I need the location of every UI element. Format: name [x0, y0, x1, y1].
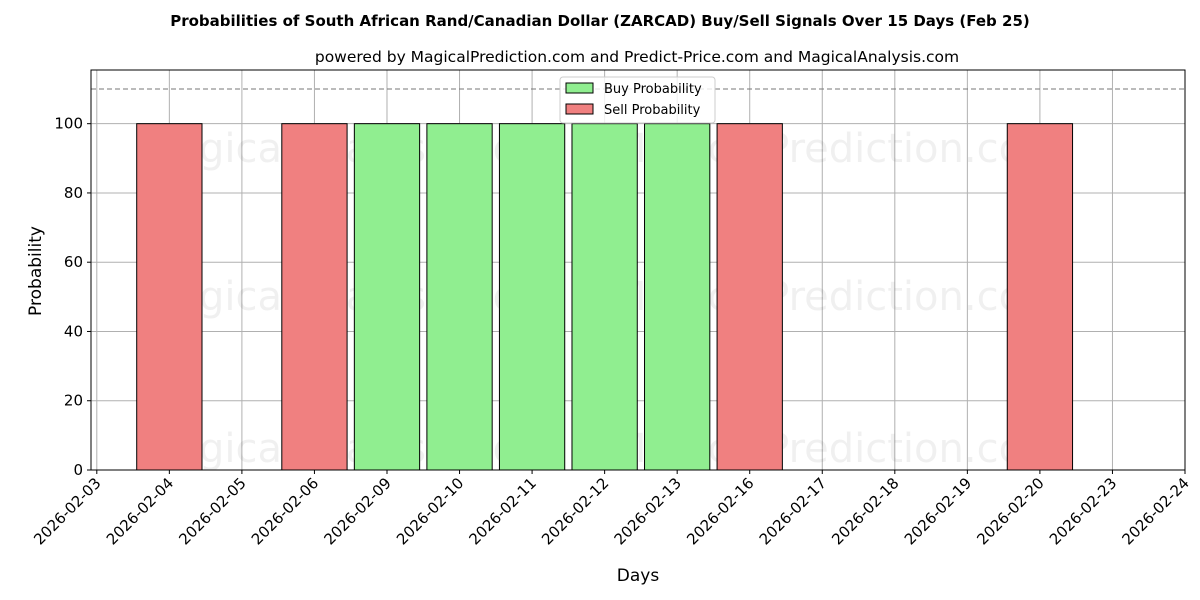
x-tick-label: 2026-02-03 — [30, 474, 104, 548]
y-tick-label: 60 — [64, 253, 83, 271]
x-tick-label: 2026-02-13 — [611, 474, 685, 548]
plot-frame — [90, 69, 1186, 471]
x-axis-label: Days — [617, 566, 660, 586]
x-tick-label: 2026-02-18 — [828, 474, 902, 548]
x-tick-label: 2026-02-20 — [973, 474, 1047, 548]
x-tick-label: 2026-02-04 — [103, 474, 177, 548]
x-tick-label: 2026-02-17 — [756, 474, 830, 548]
x-tick-label: 2026-02-24 — [1118, 474, 1192, 548]
x-ticks: 2026-02-032026-02-042026-02-052026-02-06… — [30, 470, 1193, 548]
legend-swatch — [565, 82, 594, 94]
y-tick-label: 20 — [64, 392, 83, 410]
y-tick-label: 80 — [64, 184, 83, 202]
bars — [136, 123, 1074, 471]
y-axis-label: Probability — [26, 226, 46, 316]
legend-label: Sell Probability — [604, 103, 701, 118]
buy-bar-2026-02-11 — [498, 123, 566, 471]
y-tick-label: 0 — [73, 461, 83, 479]
y-tick-label: 40 — [64, 322, 83, 340]
legend-label: Buy Probability — [604, 82, 702, 97]
x-tick-label: 2026-02-12 — [538, 474, 612, 548]
legend-box — [559, 76, 716, 124]
x-tick-label: 2026-02-19 — [901, 474, 975, 548]
chart-title: Probabilities of South African Rand/Cana… — [170, 12, 1030, 30]
sell-bar-2026-02-04 — [136, 123, 203, 471]
legend-swatch — [565, 103, 594, 115]
x-tick-label: 2026-02-09 — [320, 474, 394, 548]
x-tick-label: 2026-02-11 — [466, 474, 540, 548]
buy-bar-2026-02-09 — [353, 123, 421, 471]
sell-bar-2026-02-16 — [716, 123, 783, 471]
buy-bar-2026-02-13 — [644, 123, 711, 471]
x-tick-label: 2026-02-23 — [1046, 474, 1120, 548]
legend: Buy Probability Sell Probability — [559, 76, 716, 124]
sell-bar-2026-02-06 — [281, 123, 348, 471]
x-tick-label: 2026-02-16 — [683, 474, 757, 548]
buy-bar-2026-02-12 — [571, 123, 638, 471]
x-tick-label: 2026-02-05 — [175, 474, 249, 548]
x-tick-label: 2026-02-10 — [393, 474, 467, 548]
y-tick-label: 100 — [54, 115, 83, 133]
buy-bar-2026-02-10 — [426, 123, 493, 471]
y-ticks: 0 20 40 60 80 100 — [54, 115, 91, 479]
chart-subtitle: powered by MagicalPrediction.com and Pre… — [315, 48, 959, 66]
x-tick-label: 2026-02-06 — [248, 474, 322, 548]
sell-bar-2026-02-20 — [1006, 123, 1074, 471]
